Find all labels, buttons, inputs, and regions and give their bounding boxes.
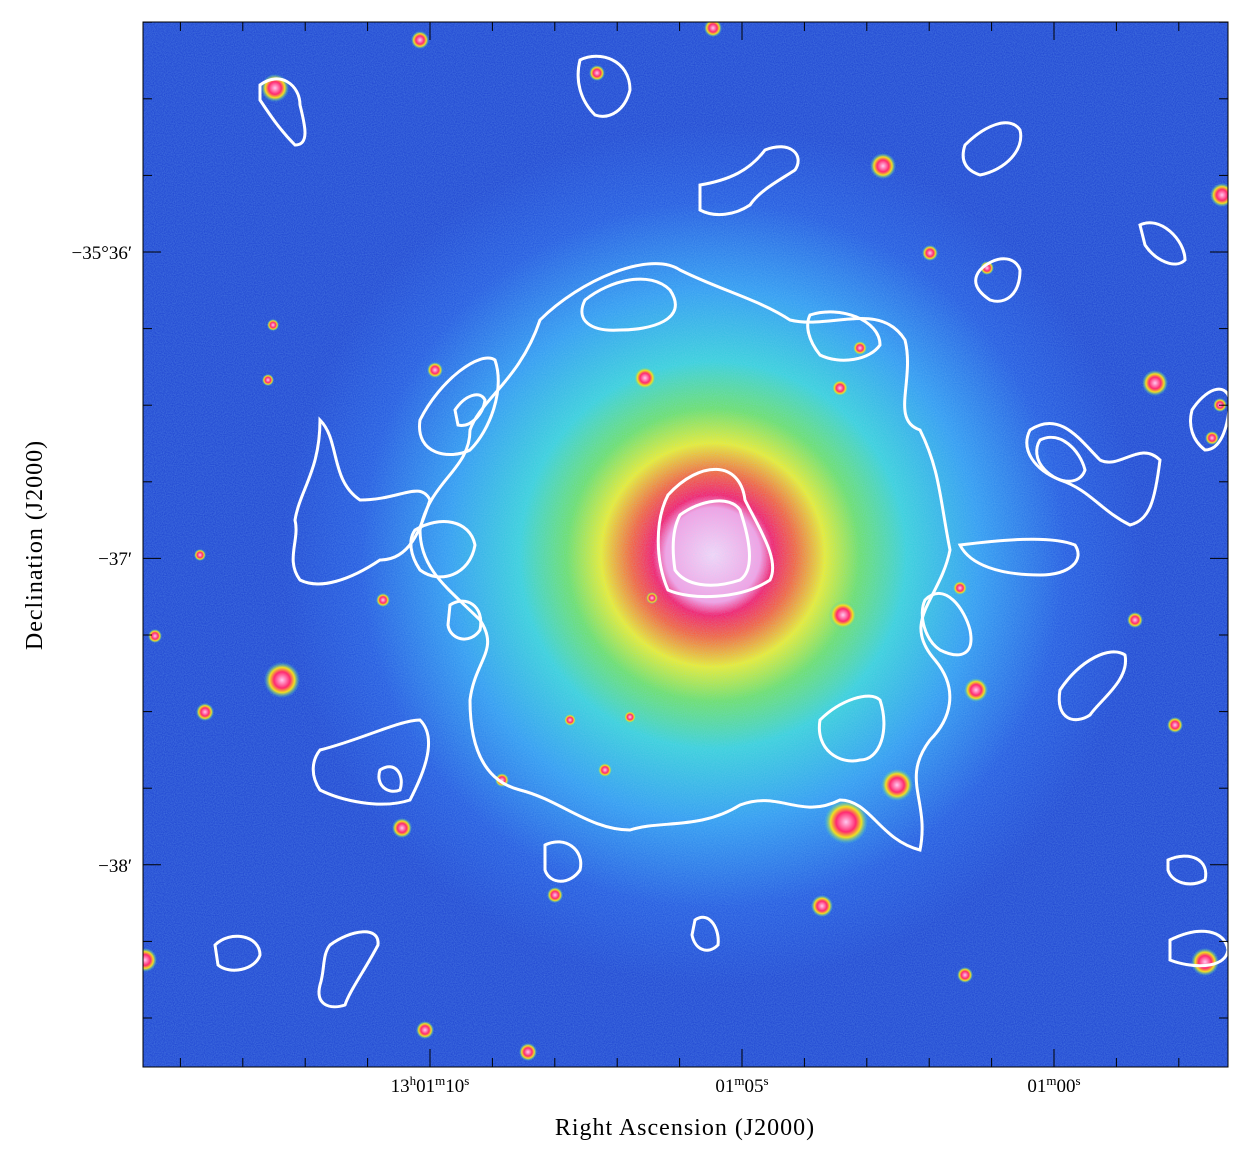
y-tick-label: −38′: [98, 856, 132, 877]
tick-number: 10: [445, 1076, 464, 1097]
star: [1191, 948, 1219, 976]
star: [829, 601, 857, 629]
star: [646, 592, 658, 604]
tick-unit: s: [1076, 1073, 1081, 1088]
star: [624, 711, 636, 723]
star: [1142, 370, 1168, 396]
star: [143, 948, 157, 972]
star: [264, 662, 300, 698]
contours: [213, 54, 1228, 1009]
star: [824, 800, 868, 844]
y-tick-label: −35°36′: [72, 243, 132, 264]
star: [411, 31, 429, 49]
star: [598, 763, 612, 777]
tick-unit: s: [764, 1073, 769, 1088]
star: [547, 887, 563, 903]
x-axis-title: Right Ascension (J2000): [555, 1115, 815, 1141]
star: [832, 380, 848, 396]
tick-number: 00: [1057, 1076, 1076, 1097]
tick-unit: h: [410, 1073, 417, 1088]
tick-unit: m: [1046, 1073, 1056, 1088]
star: [589, 65, 605, 81]
star: [1127, 612, 1143, 628]
star: [704, 22, 722, 37]
star: [148, 629, 162, 643]
star: [1210, 183, 1228, 207]
image: [143, 22, 1228, 1067]
tick-number: 05: [745, 1076, 764, 1097]
star: [870, 153, 896, 179]
star: [427, 362, 443, 378]
tick-number: 01: [1027, 1076, 1046, 1097]
star: [564, 714, 576, 726]
star: [634, 367, 656, 389]
star: [1167, 717, 1183, 733]
y-axis-title: Declination (J2000): [22, 440, 48, 650]
tick-unit: m: [435, 1073, 445, 1088]
star: [519, 1043, 537, 1061]
star: [881, 769, 913, 801]
star: [811, 895, 833, 917]
x-tick-label: 01m00s: [1027, 1073, 1080, 1097]
star: [262, 374, 274, 386]
star: [392, 818, 412, 838]
star: [1205, 431, 1219, 445]
tick-number: 13: [391, 1076, 410, 1097]
tick-unit: m: [734, 1073, 744, 1088]
star: [376, 593, 390, 607]
star: [980, 261, 994, 275]
star: [416, 1021, 434, 1039]
star: [964, 678, 988, 702]
stars: [143, 22, 1228, 1061]
star: [194, 549, 206, 561]
x-tick-label: 01m05s: [715, 1073, 768, 1097]
star: [853, 341, 867, 355]
star: [957, 967, 973, 983]
tick-number: 01: [715, 1076, 734, 1097]
y-tick-label: −37′: [98, 549, 132, 570]
star: [267, 319, 279, 331]
x-tick-label: 13h01m10s: [391, 1073, 470, 1097]
tick-number: 01: [416, 1076, 435, 1097]
ticks: [143, 21, 1228, 1067]
tick-unit: s: [464, 1073, 469, 1088]
star: [953, 581, 967, 595]
star: [196, 703, 214, 721]
plot-frame: [142, 21, 1229, 1068]
star: [922, 245, 938, 261]
